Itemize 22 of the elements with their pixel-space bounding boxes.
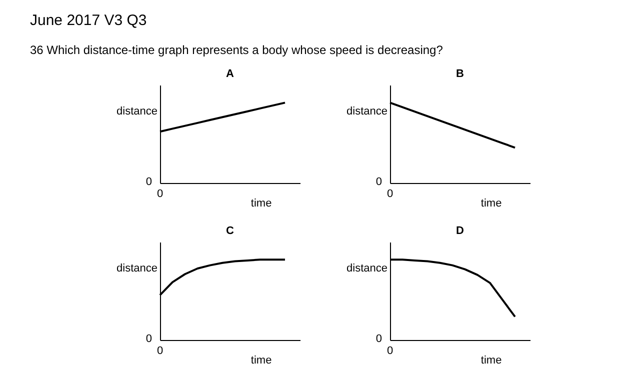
chart-title: D (456, 225, 464, 237)
chart-title: C (226, 225, 234, 237)
text: 0 (156, 188, 164, 200)
x-axis-title: time (480, 198, 502, 210)
text: June 2017 V3 Q3 (30, 12, 148, 29)
x-axis-title: time (250, 198, 272, 210)
text: 0 (146, 333, 152, 345)
x-axis-title: time (480, 354, 502, 366)
chart-title: B (456, 68, 464, 80)
y-axis-title: distance (116, 106, 158, 118)
text: 0 (146, 176, 152, 188)
text: 0 (156, 345, 164, 357)
y-axis-title: distance (346, 106, 388, 118)
y-axis-title: distance (346, 262, 388, 274)
text: 36 Which distance-time graph represents a body whose speed is decreasing? (30, 43, 444, 57)
chart-title: A (226, 68, 234, 80)
y-axis-title: distance (116, 262, 158, 274)
x-axis-title: time (250, 354, 272, 366)
text: 0 (376, 176, 382, 188)
text: 0 (376, 333, 382, 345)
text: 0 (386, 345, 394, 357)
text: 0 (386, 188, 394, 200)
